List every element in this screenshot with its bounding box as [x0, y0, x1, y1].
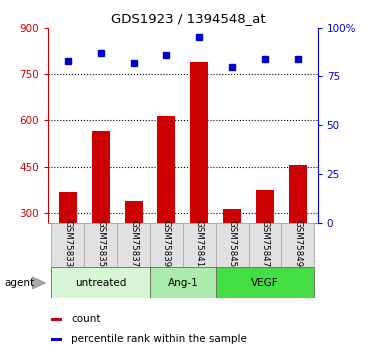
Bar [289, 165, 307, 223]
Bar [157, 116, 176, 223]
Text: GSM75839: GSM75839 [162, 220, 171, 268]
Bar [84, 223, 117, 267]
Bar [51, 338, 62, 341]
Text: untreated: untreated [75, 278, 126, 288]
Text: GSM75845: GSM75845 [228, 220, 237, 268]
Bar [183, 223, 216, 267]
Polygon shape [32, 277, 45, 289]
Bar [249, 223, 281, 267]
Text: GSM75849: GSM75849 [293, 220, 302, 268]
Text: GSM75841: GSM75841 [195, 220, 204, 268]
Bar [256, 190, 274, 223]
Bar [150, 223, 183, 267]
Bar [124, 201, 142, 223]
Bar [223, 209, 241, 223]
Bar [281, 223, 314, 267]
Bar [92, 131, 110, 223]
Bar [117, 223, 150, 267]
Bar [59, 191, 77, 223]
Text: Ang-1: Ang-1 [167, 278, 198, 288]
Bar [51, 318, 62, 321]
Text: count: count [71, 314, 100, 324]
Text: VEGF: VEGF [251, 278, 279, 288]
Text: agent: agent [5, 278, 35, 288]
Bar [190, 62, 208, 223]
Bar [216, 267, 314, 298]
Text: percentile rank within the sample: percentile rank within the sample [71, 334, 247, 344]
Text: GSM75837: GSM75837 [129, 220, 138, 268]
Text: GSM75847: GSM75847 [261, 220, 270, 268]
Text: GSM75833: GSM75833 [64, 220, 72, 268]
Bar [52, 267, 150, 298]
Bar [52, 223, 84, 267]
Text: GSM75835: GSM75835 [96, 220, 105, 268]
Text: GDS1923 / 1394548_at: GDS1923 / 1394548_at [111, 12, 266, 25]
Bar [150, 267, 216, 298]
Bar [216, 223, 249, 267]
